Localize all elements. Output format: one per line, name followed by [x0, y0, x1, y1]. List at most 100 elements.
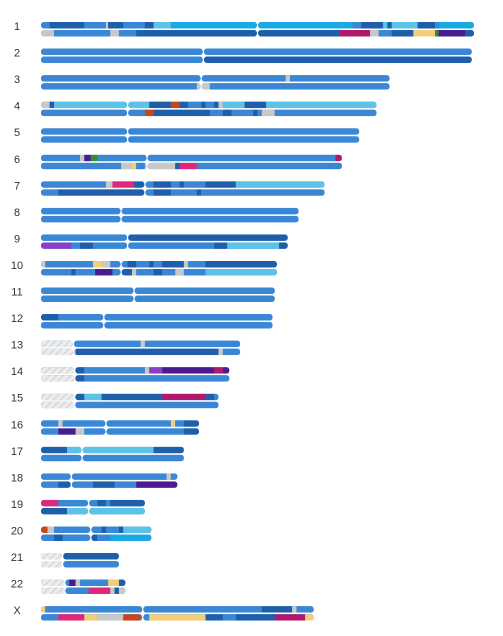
- band-base: [97, 154, 336, 162]
- chromatid-top: [41, 234, 288, 241]
- chromosome-13[interactable]: 13: [11, 340, 241, 356]
- chromatid-top: [41, 367, 230, 374]
- band-base: [62, 534, 91, 541]
- band-unknown: [41, 401, 75, 409]
- band-dark: [79, 242, 93, 249]
- band-dark: [253, 109, 258, 117]
- chromatid-bottom: [41, 162, 342, 170]
- band-dark: [205, 260, 277, 268]
- band-base: [170, 189, 197, 196]
- chromosome-label: 9: [14, 233, 20, 245]
- chromosome-6[interactable]: 6: [14, 154, 342, 170]
- band-gray: [140, 340, 145, 348]
- chromosome-19[interactable]: 19: [11, 499, 145, 515]
- band-gray: [105, 181, 113, 188]
- band-magenta: [335, 154, 342, 162]
- chromatid-top: [41, 75, 390, 82]
- chromosome-label: 4: [14, 101, 20, 113]
- band-gray: [261, 109, 275, 117]
- band-gray: [103, 260, 111, 268]
- band-gray: [285, 75, 290, 82]
- chromosome-20[interactable]: 20: [11, 525, 152, 541]
- band-dark: [127, 260, 137, 268]
- band-base: [274, 109, 377, 117]
- band-base: [175, 420, 184, 427]
- band-unknown: [41, 561, 63, 568]
- chromosome-5[interactable]: 5: [14, 127, 360, 143]
- chromosome-18[interactable]: 18: [11, 472, 178, 488]
- band-dark: [58, 189, 145, 196]
- band-base: [222, 348, 241, 356]
- chromosome-11[interactable]: 11: [11, 287, 275, 303]
- band-base: [62, 561, 119, 568]
- band-unknown: [41, 587, 65, 595]
- band-gray: [218, 101, 223, 109]
- chromosome-x[interactable]: X: [13, 605, 314, 621]
- band-base: [183, 181, 206, 188]
- band-base: [136, 268, 154, 276]
- band-yellow: [92, 260, 104, 268]
- band-base: [41, 136, 360, 143]
- chromatid-bottom: [41, 428, 200, 435]
- chromosome-9[interactable]: 9: [14, 233, 288, 249]
- chromosome-12[interactable]: 12: [11, 313, 273, 329]
- chromatid-bottom: [41, 561, 119, 568]
- band-base: [97, 534, 111, 541]
- chromosome-3[interactable]: 3: [14, 74, 390, 90]
- band-light: [383, 22, 388, 29]
- band-dark: [203, 56, 472, 64]
- band-base: [41, 454, 184, 462]
- band-purple: [136, 481, 178, 488]
- chromatid-top: [41, 579, 126, 587]
- chromosome-21[interactable]: 21: [11, 552, 119, 568]
- chromosome-8[interactable]: 8: [14, 207, 299, 223]
- chromatid-top: [41, 260, 277, 268]
- band-base: [257, 109, 262, 117]
- chromosome-label: 21: [11, 552, 23, 564]
- chromosome-1[interactable]: 1: [14, 21, 474, 37]
- chromosome-16[interactable]: 16: [11, 419, 200, 435]
- band-light: [222, 101, 245, 109]
- band-dark: [175, 162, 180, 170]
- band-base: [58, 499, 89, 507]
- chromosome-4[interactable]: 4: [14, 101, 377, 117]
- band-pink: [179, 162, 197, 170]
- chromosome-14[interactable]: 14: [11, 366, 230, 382]
- band-purple: [162, 367, 215, 374]
- band-base: [41, 295, 275, 302]
- chromosome-22[interactable]: 22: [11, 579, 126, 595]
- band-base: [196, 162, 342, 170]
- chromosome-7[interactable]: 7: [14, 180, 325, 196]
- band-gray: [41, 260, 46, 268]
- band-base: [222, 614, 236, 621]
- band-base: [352, 22, 362, 29]
- band-yellow: [170, 420, 176, 427]
- band-base: [45, 260, 93, 268]
- chromosome-2[interactable]: 2: [14, 48, 472, 64]
- band-base: [41, 322, 273, 329]
- band-base: [41, 268, 72, 276]
- chromosome-10[interactable]: 10: [11, 260, 277, 276]
- band-cyan: [439, 22, 474, 29]
- chromosome-15[interactable]: 15: [11, 393, 219, 409]
- band-dark: [49, 101, 54, 109]
- band-gray: [218, 348, 223, 356]
- band-dark: [97, 499, 106, 507]
- band-dark: [205, 181, 236, 188]
- band-dark: [387, 22, 392, 29]
- chromosome-17[interactable]: 17: [11, 446, 184, 462]
- band-base: [170, 473, 178, 480]
- band-dark: [196, 189, 202, 196]
- chromosome-label: 1: [14, 21, 20, 33]
- chromatid-top: [41, 207, 299, 215]
- band-dark: [244, 101, 267, 109]
- band-base: [205, 101, 215, 109]
- band-base: [289, 75, 390, 82]
- chromatid-bottom: [41, 454, 184, 462]
- chromatid-bottom: [41, 189, 325, 196]
- band-light: [153, 22, 171, 29]
- chromatid-bottom: [41, 348, 241, 356]
- band-base: [231, 109, 254, 117]
- band-purple: [438, 30, 466, 37]
